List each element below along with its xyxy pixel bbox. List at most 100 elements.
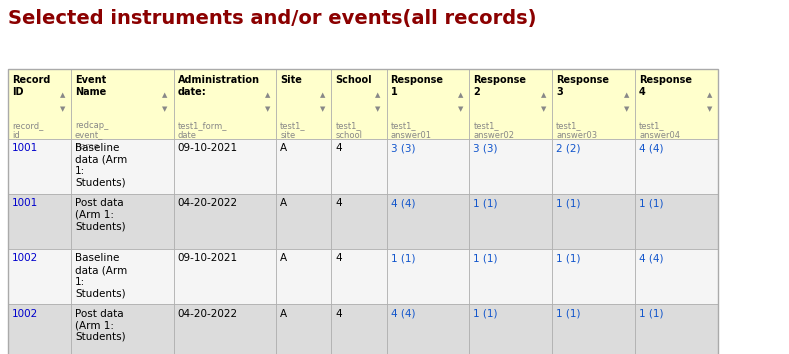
Bar [331,249,387,304]
Bar [71,69,174,139]
Text: ▼: ▼ [163,107,167,113]
Bar [71,249,174,304]
Bar [469,304,552,354]
Bar [469,139,552,194]
Bar [635,194,718,249]
Text: A: A [280,309,287,319]
Text: A: A [280,253,287,263]
Bar [387,249,469,304]
Bar [387,304,469,354]
Bar [387,139,469,194]
Bar [174,69,276,139]
Bar [331,139,387,194]
Text: ▲: ▲ [376,92,380,98]
Text: 2 (2): 2 (2) [556,143,581,153]
Bar [174,249,276,304]
Bar [469,69,552,139]
Text: test1_
answer01: test1_ answer01 [391,121,432,140]
Text: ▲: ▲ [541,92,546,98]
Text: 4: 4 [335,198,342,208]
Text: 1 (1): 1 (1) [556,253,581,263]
Bar [276,69,331,139]
Bar [71,304,174,354]
Text: Event
Name: Event Name [75,75,107,97]
Bar [71,194,174,249]
Text: 1002: 1002 [12,253,38,263]
Text: A: A [280,198,287,208]
Text: A: A [280,143,287,153]
Bar [71,139,174,194]
Text: Administration
date:: Administration date: [178,75,260,97]
Bar [174,139,276,194]
Text: 1 (1): 1 (1) [473,253,498,263]
Text: test1_
site: test1_ site [280,121,305,140]
Bar [635,249,718,304]
Text: Response
4: Response 4 [639,75,692,97]
Text: record_
id: record_ id [12,121,43,140]
Text: ▼: ▼ [541,107,546,113]
Bar [552,194,635,249]
Bar [8,194,71,249]
Text: Baseline
data (Arm
1:
Students): Baseline data (Arm 1: Students) [75,143,127,188]
Text: 1 (1): 1 (1) [473,309,498,319]
Text: Record
ID: Record ID [12,75,50,97]
Text: ▼: ▼ [458,107,463,113]
Bar [387,194,469,249]
Text: ▲: ▲ [320,92,325,98]
Text: 3 (3): 3 (3) [391,143,415,153]
Text: Response
2: Response 2 [473,75,526,97]
Bar [552,139,635,194]
Text: ▼: ▼ [265,107,270,113]
Bar [552,304,635,354]
Text: ▼: ▼ [320,107,325,113]
Text: 4 (4): 4 (4) [391,309,415,319]
Text: ▲: ▲ [265,92,270,98]
Text: 1001: 1001 [12,143,38,153]
Text: 1002: 1002 [12,309,38,319]
Text: ▲: ▲ [707,92,712,98]
Text: Response
1: Response 1 [391,75,443,97]
Text: 1 (1): 1 (1) [556,198,581,208]
Bar [276,304,331,354]
Text: 4: 4 [335,253,342,263]
Text: ▼: ▼ [60,107,65,113]
Bar [635,69,718,139]
Text: ▼: ▼ [624,107,629,113]
Bar [331,69,387,139]
Text: redcap_
event_
name: redcap_ event_ name [75,121,108,150]
Bar [276,194,331,249]
Bar [174,194,276,249]
Text: Post data
(Arm 1:
Students): Post data (Arm 1: Students) [75,309,125,342]
Bar [331,304,387,354]
Text: ▼: ▼ [707,107,712,113]
Text: 1 (1): 1 (1) [556,309,581,319]
Bar [387,69,469,139]
Text: Site: Site [280,75,302,85]
Text: 4: 4 [335,143,342,153]
Text: test1_
answer02: test1_ answer02 [473,121,514,140]
Text: Selected instruments and/or events(all records): Selected instruments and/or events(all r… [8,9,537,28]
Bar [331,194,387,249]
Text: 1001: 1001 [12,198,38,208]
Text: test1_
school: test1_ school [335,121,362,140]
Bar [469,194,552,249]
Text: ▼: ▼ [376,107,380,113]
Text: 04-20-2022: 04-20-2022 [178,198,237,208]
Text: 1 (1): 1 (1) [473,198,498,208]
Bar [8,249,71,304]
Text: Baseline
data (Arm
1:
Students): Baseline data (Arm 1: Students) [75,253,127,298]
Text: test1_
answer04: test1_ answer04 [639,121,680,140]
Text: test1_
answer03: test1_ answer03 [556,121,597,140]
Bar [8,304,71,354]
Bar [552,69,635,139]
Text: test1_form_
date: test1_form_ date [178,121,227,140]
Text: 1 (1): 1 (1) [639,198,664,208]
Bar [174,304,276,354]
Text: 4 (4): 4 (4) [639,143,664,153]
Bar [276,139,331,194]
Bar [8,69,718,354]
Text: 3 (3): 3 (3) [473,143,498,153]
Text: 1 (1): 1 (1) [639,309,664,319]
Text: ▲: ▲ [60,92,65,98]
Text: 4 (4): 4 (4) [391,198,415,208]
